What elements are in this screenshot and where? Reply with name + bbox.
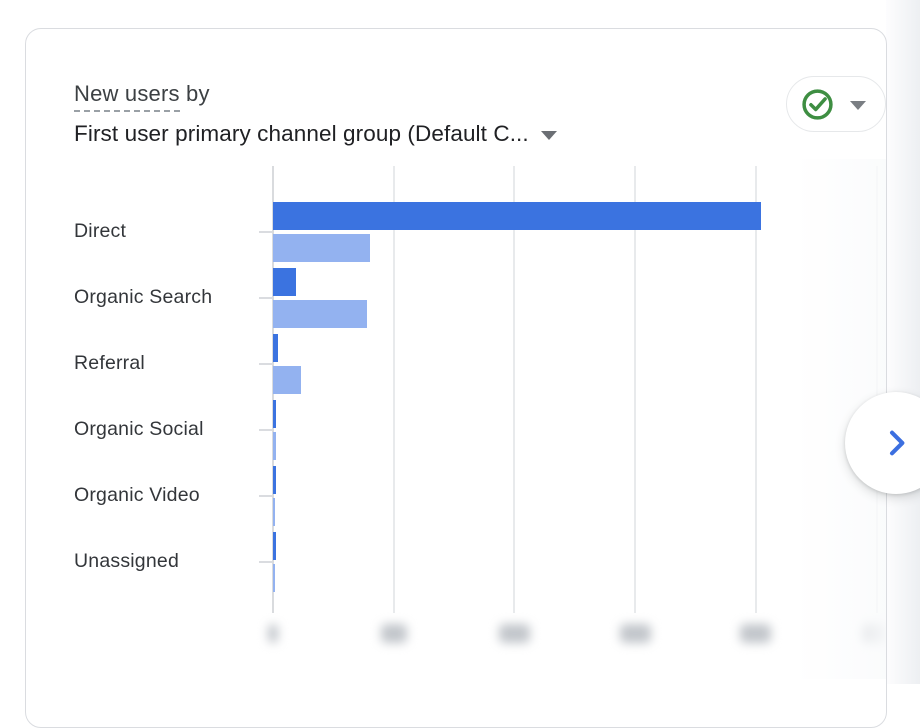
gridline [876, 166, 878, 613]
gridline [755, 166, 757, 613]
category-label: Unassigned [74, 550, 179, 572]
x-tick-label-blurred [499, 624, 530, 643]
bar-comparison-period[interactable] [273, 366, 301, 394]
chevron-down-icon [850, 100, 866, 110]
axis-tick [259, 429, 272, 431]
card-title-line1: New users by [74, 81, 557, 112]
bar-comparison-period[interactable] [273, 564, 275, 592]
category-label: Direct [74, 220, 127, 242]
axis-tick [259, 297, 272, 299]
x-axis-labels-blurred [268, 621, 886, 647]
chevron-right-icon [889, 430, 905, 456]
plot-area [272, 166, 886, 613]
title-connector: by [179, 81, 210, 106]
category-label: Referral [74, 352, 145, 374]
chevron-down-icon [540, 131, 557, 140]
axis-tick [259, 495, 272, 497]
card-header: New users by First user primary channel … [74, 81, 557, 147]
x-tick-label-blurred [620, 624, 651, 643]
metric-link[interactable]: New users [74, 81, 180, 112]
axis-tick [259, 561, 272, 563]
bar-primary-period[interactable] [273, 268, 296, 296]
check-circle-icon [802, 88, 833, 120]
category-label: Organic Search [74, 286, 213, 308]
category-label: Organic Social [74, 418, 204, 440]
dimension-dropdown[interactable]: First user primary channel group (Defaul… [74, 121, 557, 147]
x-tick-label-blurred [381, 624, 407, 643]
dimension-label: First user primary channel group (Defaul… [74, 121, 529, 146]
bar-primary-period[interactable] [273, 334, 278, 362]
x-tick-label-blurred [863, 624, 886, 643]
bar-comparison-period[interactable] [273, 498, 275, 526]
gridline [393, 166, 395, 613]
axis-tick [259, 231, 272, 233]
gridline [513, 166, 515, 613]
gridline [634, 166, 636, 613]
bar-primary-period[interactable] [273, 400, 276, 428]
x-tick-label-blurred [740, 624, 771, 643]
analytics-card: New users by First user primary channel … [25, 28, 887, 728]
page-background-band [886, 0, 920, 684]
category-label: Organic Video [74, 484, 200, 506]
bar-comparison-period[interactable] [273, 300, 367, 328]
next-card-button[interactable] [845, 392, 920, 494]
bar-primary-period[interactable] [273, 202, 761, 230]
bar-primary-period[interactable] [273, 532, 276, 560]
bar-primary-period[interactable] [273, 466, 276, 494]
bar-comparison-period[interactable] [273, 234, 370, 262]
data-quality-button[interactable] [786, 76, 886, 132]
axis-tick [259, 363, 272, 365]
x-tick-label-blurred [268, 624, 278, 643]
bar-comparison-period[interactable] [273, 432, 276, 460]
